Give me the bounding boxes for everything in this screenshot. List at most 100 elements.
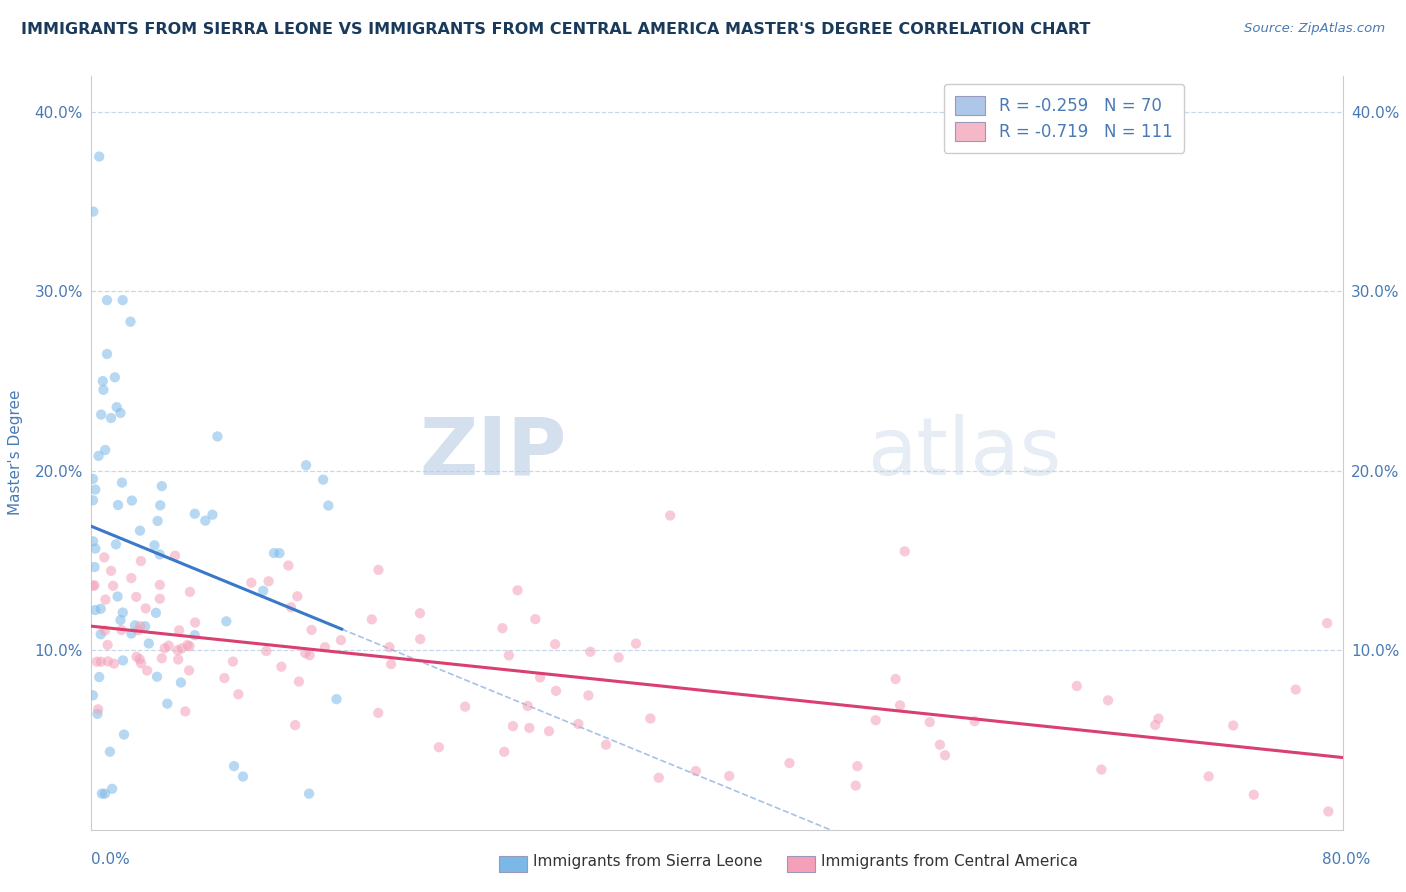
- Point: [89, 670, 111, 684]
- Point: [254, 644, 277, 658]
- Point: [143, 538, 166, 552]
- Point: [124, 618, 146, 632]
- Point: [146, 514, 169, 528]
- Point: [129, 657, 152, 671]
- Point: [240, 575, 263, 590]
- Point: [1147, 712, 1170, 726]
- Point: [295, 458, 318, 473]
- Point: [288, 674, 311, 689]
- Point: [170, 641, 193, 656]
- Point: [97, 638, 120, 652]
- Point: [112, 727, 135, 741]
- Point: [1316, 616, 1339, 631]
- Point: [1198, 769, 1220, 783]
- Point: [135, 601, 157, 615]
- Point: [167, 624, 190, 638]
- Point: [517, 721, 540, 735]
- Point: [963, 714, 986, 728]
- Point: [1144, 718, 1167, 732]
- Point: [86, 706, 108, 721]
- Point: [314, 640, 336, 655]
- Point: [718, 769, 741, 783]
- Point: [120, 571, 142, 585]
- Point: [127, 624, 149, 638]
- Point: [312, 473, 335, 487]
- Point: [91, 374, 114, 388]
- Point: [329, 633, 352, 648]
- Point: [454, 699, 477, 714]
- Point: [110, 613, 132, 627]
- Point: [94, 592, 117, 607]
- Text: 80.0%: 80.0%: [1323, 852, 1371, 867]
- Point: [170, 675, 193, 690]
- Point: [120, 626, 142, 640]
- Point: [360, 612, 382, 626]
- Point: [294, 646, 316, 660]
- Point: [149, 578, 172, 592]
- Point: [214, 671, 236, 685]
- Point: [222, 655, 245, 669]
- Point: [177, 664, 200, 678]
- Point: [544, 637, 567, 651]
- Point: [179, 585, 201, 599]
- Point: [194, 514, 217, 528]
- Point: [134, 619, 156, 633]
- Point: [103, 657, 125, 671]
- Point: [82, 204, 104, 219]
- Legend: R = -0.259   N = 70, R = -0.719   N = 111: R = -0.259 N = 70, R = -0.719 N = 111: [943, 84, 1184, 153]
- Point: [884, 672, 907, 686]
- Point: [128, 652, 150, 666]
- Point: [537, 724, 560, 739]
- Point: [167, 652, 190, 666]
- Point: [1285, 682, 1308, 697]
- Point: [298, 787, 321, 801]
- Point: [325, 692, 347, 706]
- Point: [107, 498, 129, 512]
- Point: [252, 583, 274, 598]
- Point: [121, 493, 143, 508]
- Point: [83, 560, 105, 574]
- Point: [96, 347, 118, 361]
- Point: [94, 442, 117, 457]
- Point: [111, 653, 134, 667]
- Point: [111, 475, 134, 490]
- Point: [104, 537, 127, 551]
- Point: [94, 787, 117, 801]
- Point: [427, 740, 450, 755]
- Point: [87, 449, 110, 463]
- Point: [110, 623, 132, 637]
- Point: [928, 738, 950, 752]
- Point: [157, 639, 180, 653]
- Point: [184, 615, 207, 630]
- Point: [90, 655, 112, 669]
- Point: [277, 558, 299, 573]
- Point: [125, 590, 148, 604]
- Point: [409, 606, 432, 620]
- Point: [110, 406, 132, 420]
- Point: [129, 524, 152, 538]
- Point: [1317, 805, 1340, 819]
- Point: [1222, 718, 1244, 732]
- Point: [865, 713, 887, 727]
- Point: [93, 383, 115, 397]
- Point: [207, 429, 229, 443]
- Point: [232, 770, 254, 784]
- Point: [87, 702, 110, 716]
- Point: [201, 508, 224, 522]
- Y-axis label: Master's Degree: Master's Degree: [8, 390, 24, 516]
- Point: [367, 706, 389, 720]
- Point: [544, 684, 567, 698]
- Point: [640, 712, 662, 726]
- Point: [846, 759, 869, 773]
- Text: Source: ZipAtlas.com: Source: ZipAtlas.com: [1244, 22, 1385, 36]
- Point: [90, 627, 112, 641]
- Point: [918, 715, 941, 730]
- Point: [215, 615, 238, 629]
- Point: [778, 756, 800, 771]
- Point: [318, 499, 340, 513]
- Point: [270, 659, 292, 673]
- Point: [111, 293, 134, 307]
- Point: [498, 648, 520, 663]
- Point: [380, 657, 402, 671]
- Point: [845, 779, 868, 793]
